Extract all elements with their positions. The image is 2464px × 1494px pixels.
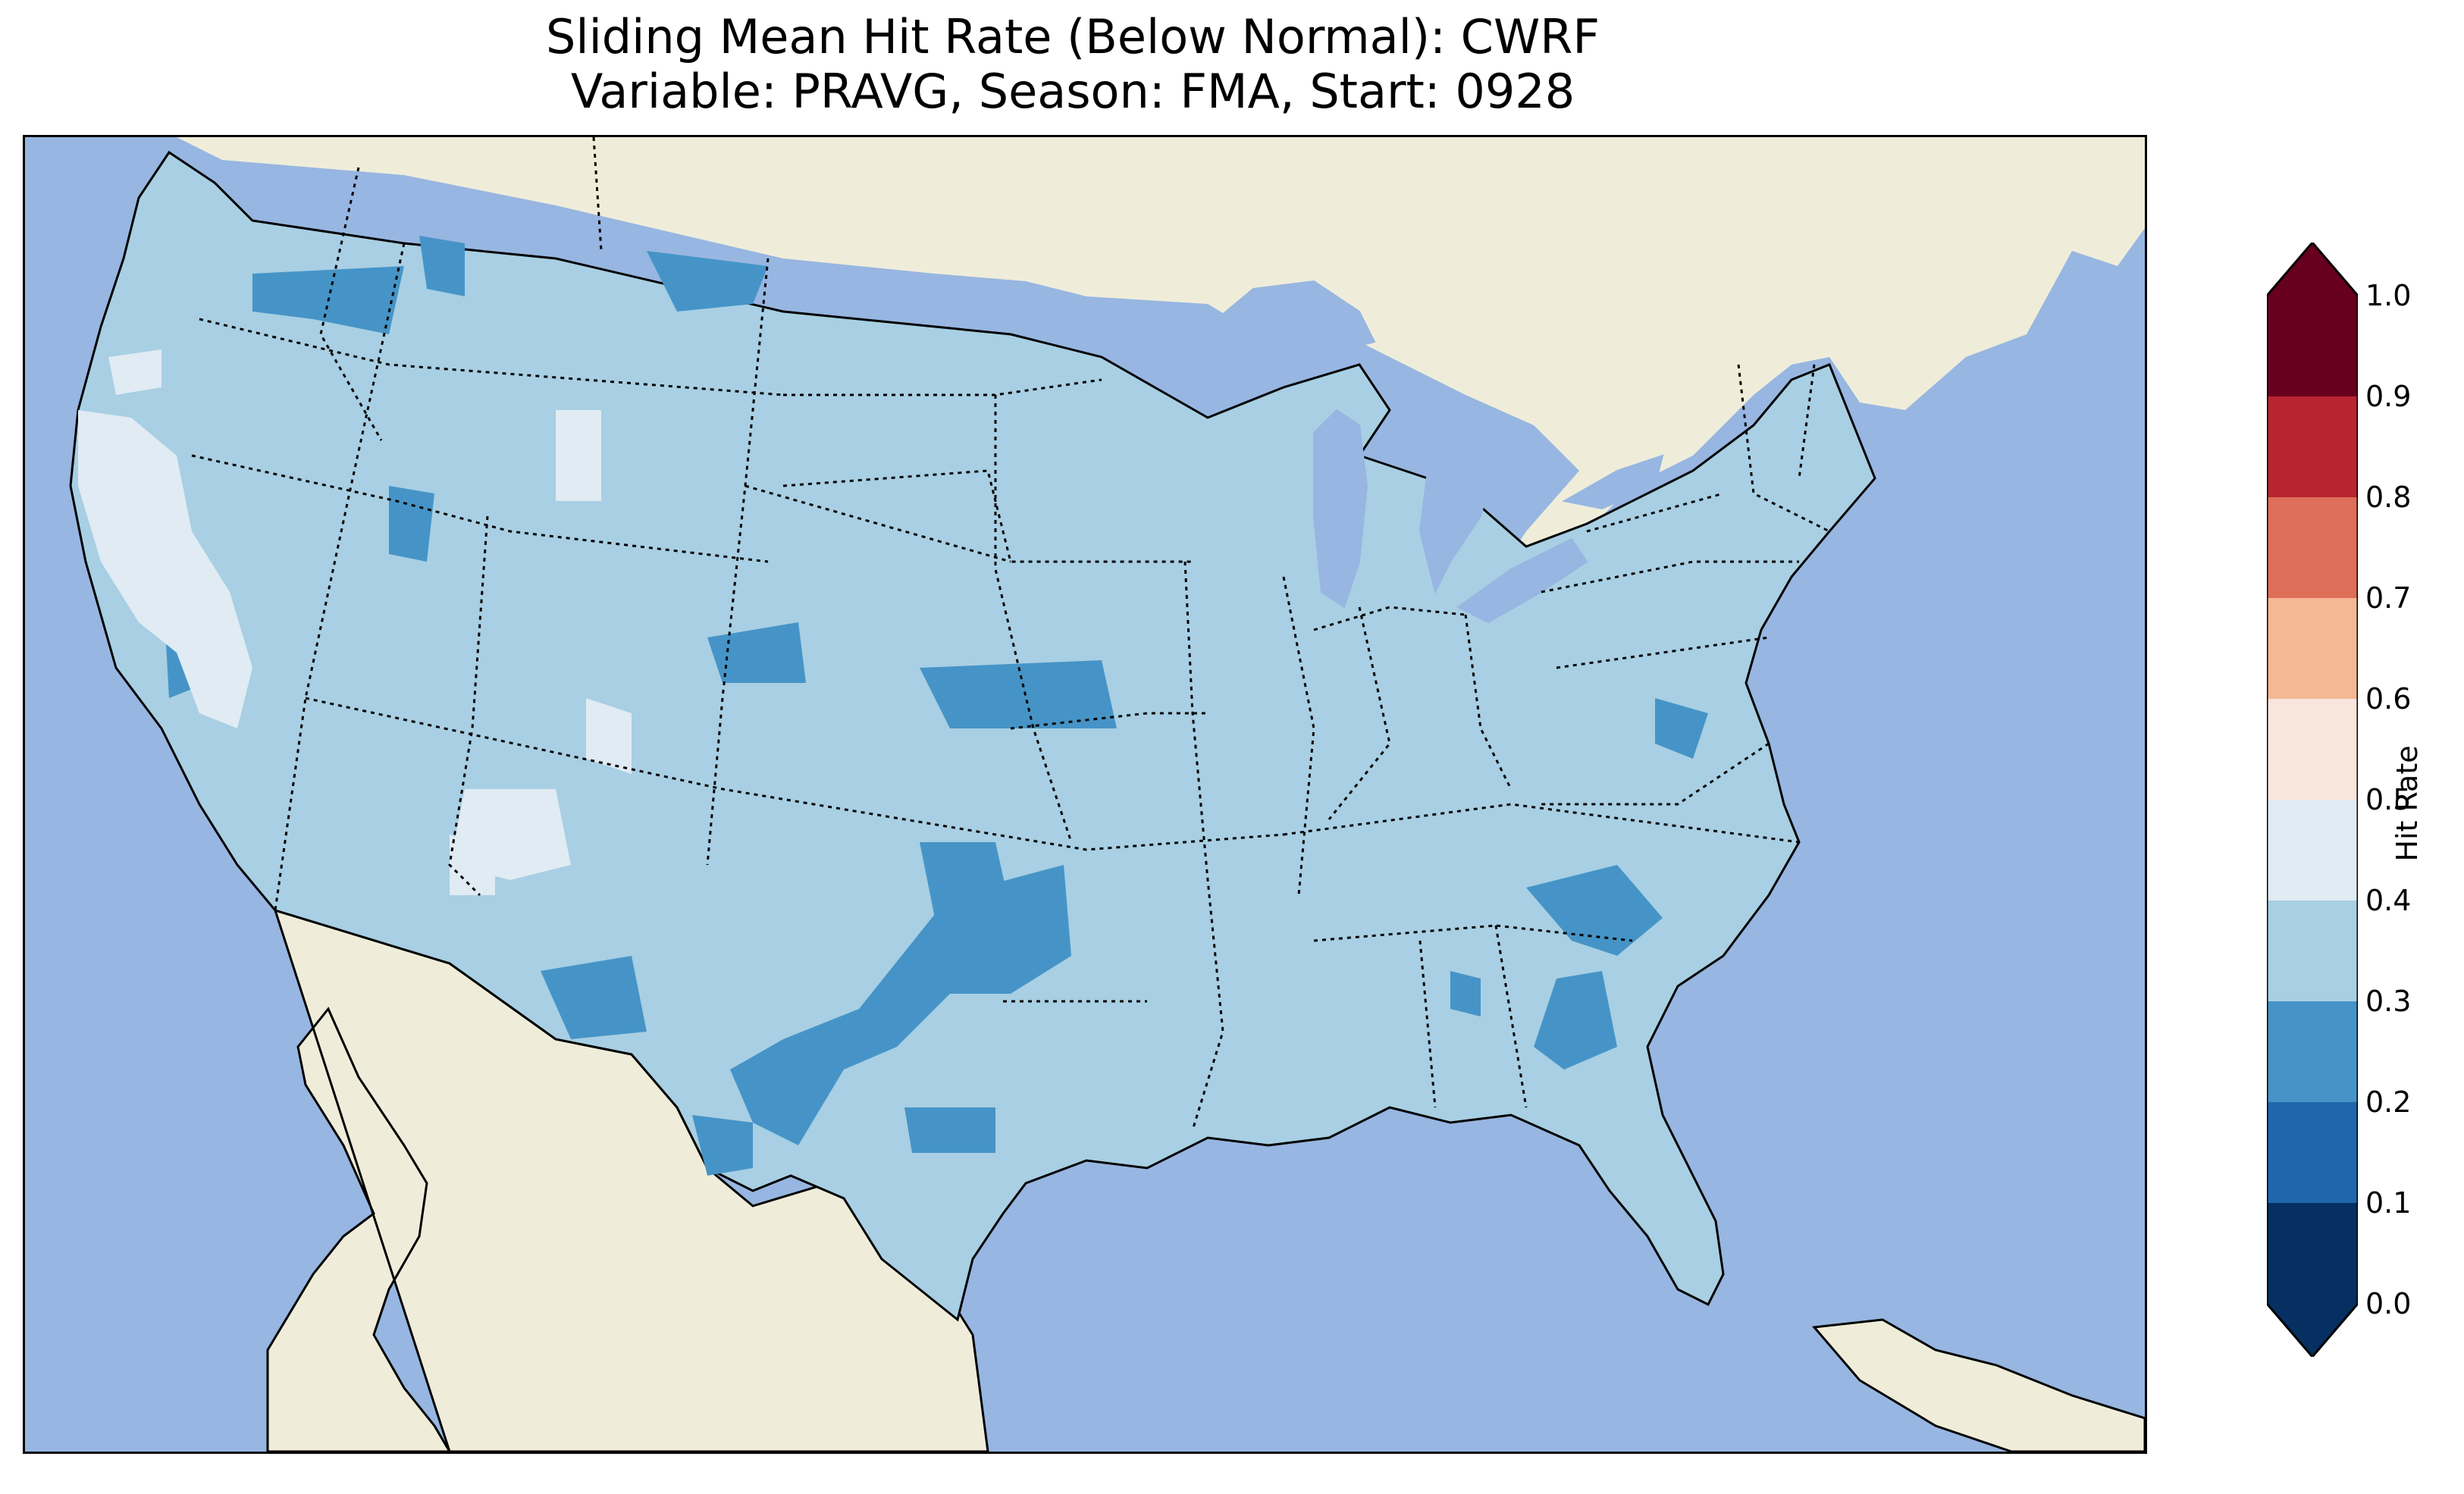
colorbar-bin [2267,598,2358,699]
colorbar-extend-min [2267,1304,2358,1357]
state-borders [191,137,1830,1131]
colorbar-bin [2267,699,2358,800]
colorbar-tick-label: 0.9 [2365,380,2412,413]
lake-superior [1152,280,1376,389]
colorbar-tick-label: 0.6 [2365,682,2412,716]
colorbar-tick-label: 1.0 [2365,279,2412,312]
canada-land [177,137,2145,630]
lake-erie [1456,537,1588,624]
colorbar-tick-label: 0.3 [2365,985,2412,1018]
lake-michigan [1313,409,1368,609]
colorbar-bin [2267,1001,2358,1102]
colorbar-tick-label: 0.7 [2365,581,2412,615]
colorbar-tick-label: 0.2 [2365,1085,2412,1119]
colorbar-label: Hit Rate [2390,745,2424,862]
map-panel [23,135,2147,1454]
great-lakes [1152,280,1664,624]
low-hit-regions [161,236,1708,1176]
colorbar-bin [2267,1102,2358,1203]
colorbar-extend-max [2267,243,2358,296]
us-land [69,150,1876,1322]
colorbar-tick-label: 0.0 [2365,1287,2412,1320]
cuba-land [1812,1318,2145,1452]
colorbar-bin [2267,800,2358,900]
us-map [69,137,2145,1452]
lake-ontario [1562,454,1664,510]
colorbar-tick-label: 0.1 [2365,1186,2412,1220]
colorbar-tick-label: 0.5 [2365,783,2412,816]
colorbar-bin [2267,900,2358,1001]
colorbar-tick-label: 0.8 [2365,481,2412,514]
colorbar [2267,243,2358,1357]
colorbar-bin [2267,1203,2358,1304]
colorbar-bin [2267,396,2358,497]
chart-title: Sliding Mean Hit Rate (Below Normal): CW… [545,9,1600,64]
colorbar-tick-label: 0.4 [2365,884,2412,917]
chart-subtitle: Variable: PRAVG, Season: FMA, Start: 092… [570,64,1575,119]
colorbar-bins [2267,243,2358,1357]
colorbar-bin [2267,296,2358,396]
high-hit-regions [78,349,632,895]
lake-huron [1388,401,1497,594]
colorbar-bin [2267,497,2358,598]
